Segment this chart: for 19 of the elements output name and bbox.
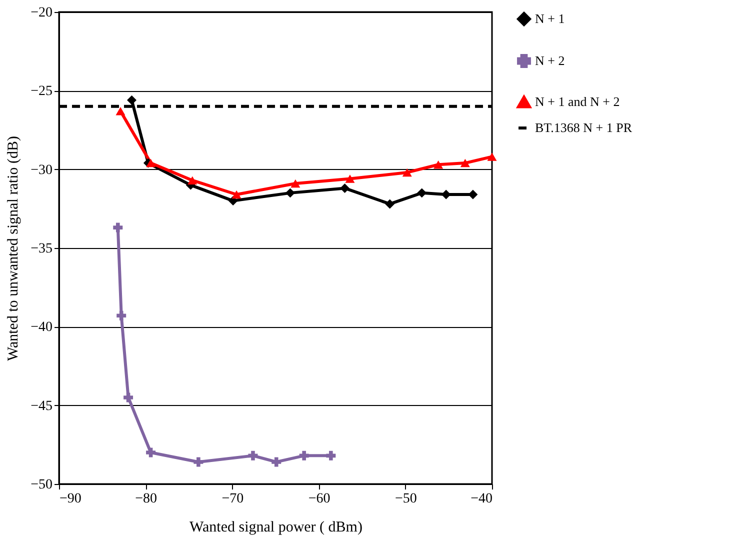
legend-label: BT.1368 N + 1 PR [535,120,632,135]
x-tick-label: −90 [60,492,82,506]
x-tick-label: −40 [470,492,492,506]
y-tick-label: −20 [30,6,52,20]
legend-label: N + 2 [535,53,565,68]
x-tick-label: −80 [135,492,158,506]
x-tick-label: −50 [394,492,417,506]
y-tick-label: −35 [30,242,52,256]
y-tick-label: −25 [30,84,52,100]
y-tick-label: −40 [30,320,52,336]
y-axis-title: Wanted to unwanted signal ratio (dB) [6,136,22,361]
x-tick-label: −60 [308,492,330,506]
y-tick-label: −45 [30,398,52,414]
legend-label: N + 1 and N + 2 [535,94,620,109]
x-axis-title: Wanted signal power ( dBm) [190,520,362,536]
legend-label: N + 1 [535,11,565,26]
y-tick-label: −30 [30,162,52,178]
x-tick-label: −70 [222,492,244,506]
y-tick-label: −50 [30,478,52,492]
